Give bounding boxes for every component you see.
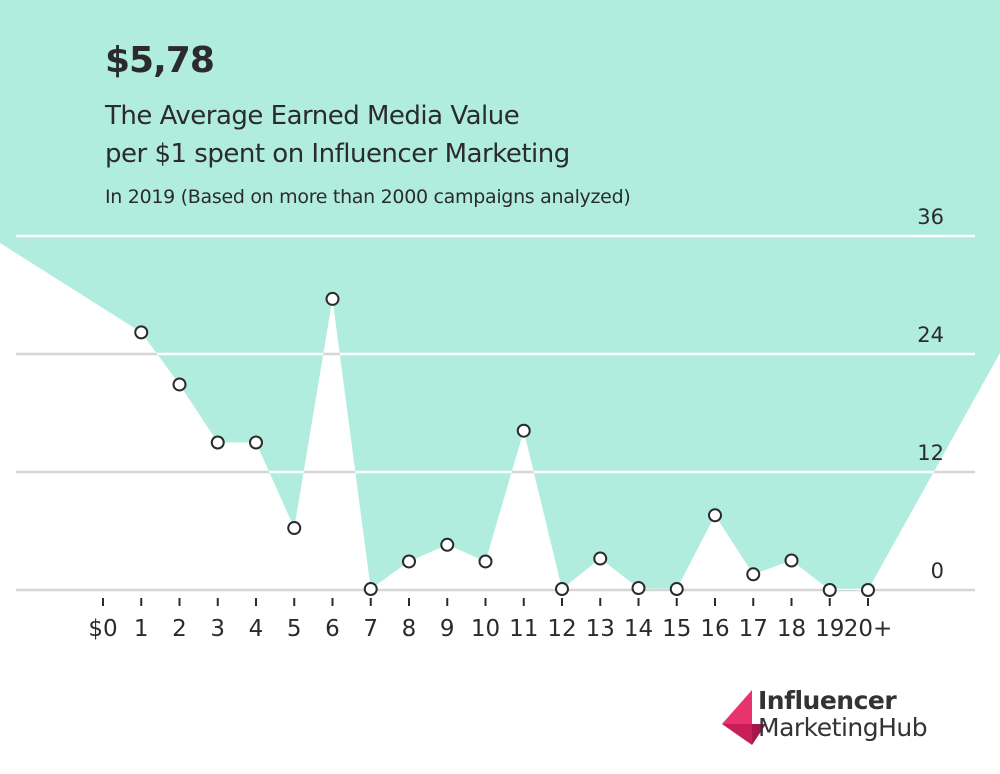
x-tick-label: 8 <box>401 616 417 642</box>
x-tick-label: 4 <box>248 616 264 642</box>
x-tick-label: 7 <box>363 616 379 642</box>
x-tick-label: 9 <box>439 616 455 642</box>
data-point-19 <box>822 583 837 597</box>
x-tick-label: $0 <box>88 616 118 642</box>
x-tick-label: 1 <box>133 616 149 642</box>
chart-title-line2: per $1 spent on Influencer Marketing <box>105 139 570 169</box>
x-tick-label: 6 <box>325 616 340 642</box>
y-tick-label: 0 <box>930 559 944 583</box>
x-tick-label: 3 <box>210 616 226 642</box>
data-point-11 <box>516 423 531 438</box>
x-tick-label: 13 <box>585 616 615 642</box>
data-point-9 <box>440 537 455 552</box>
data-point-14 <box>631 581 646 596</box>
data-point-7 <box>363 582 378 597</box>
x-tick-label: 15 <box>662 616 692 642</box>
x-tick-label: 17 <box>738 616 768 642</box>
data-point-3 <box>210 435 225 450</box>
area-fill <box>0 0 1000 590</box>
y-tick-label: 24 <box>917 323 944 347</box>
influencer-marketing-hub-logo-icon <box>722 690 766 745</box>
logo-text-line1: Influencer <box>758 686 897 715</box>
y-tick-label: 12 <box>917 441 944 465</box>
x-tick-label: 18 <box>776 616 807 642</box>
data-point-12 <box>555 582 569 597</box>
data-point-1 <box>134 325 149 340</box>
data-point-15 <box>669 582 684 597</box>
x-tick-label: 11 <box>509 616 539 642</box>
data-point-18 <box>784 553 799 568</box>
x-tick-label: 5 <box>286 616 302 642</box>
chart-title-line1: The Average Earned Media Value <box>105 101 520 131</box>
data-point-4 <box>249 435 263 450</box>
x-tick-label: 2 <box>172 616 187 642</box>
x-tick-label: 20+ <box>843 616 893 642</box>
x-tick-label: 10 <box>470 616 501 642</box>
x-tick-label: 14 <box>623 616 654 642</box>
chart-subtitle: In 2019 (Based on more than 2000 campaig… <box>105 186 631 208</box>
y-tick-label: 36 <box>917 205 944 229</box>
x-tick-label: 16 <box>700 616 730 642</box>
data-point-20+ <box>861 583 875 597</box>
x-tick-label: 12 <box>547 616 577 642</box>
data-point-16 <box>708 508 722 523</box>
logo-text-line2: MarketingHub <box>758 713 928 742</box>
data-point-17 <box>746 567 761 582</box>
x-tick-label: 19 <box>815 616 845 642</box>
data-point-6 <box>325 291 340 306</box>
data-point-8 <box>402 554 416 569</box>
data-point-13 <box>593 551 608 566</box>
data-point-10 <box>478 554 493 569</box>
headline-value: $5,78 <box>105 40 215 81</box>
data-point-2 <box>172 377 187 392</box>
data-point-5 <box>287 521 302 536</box>
